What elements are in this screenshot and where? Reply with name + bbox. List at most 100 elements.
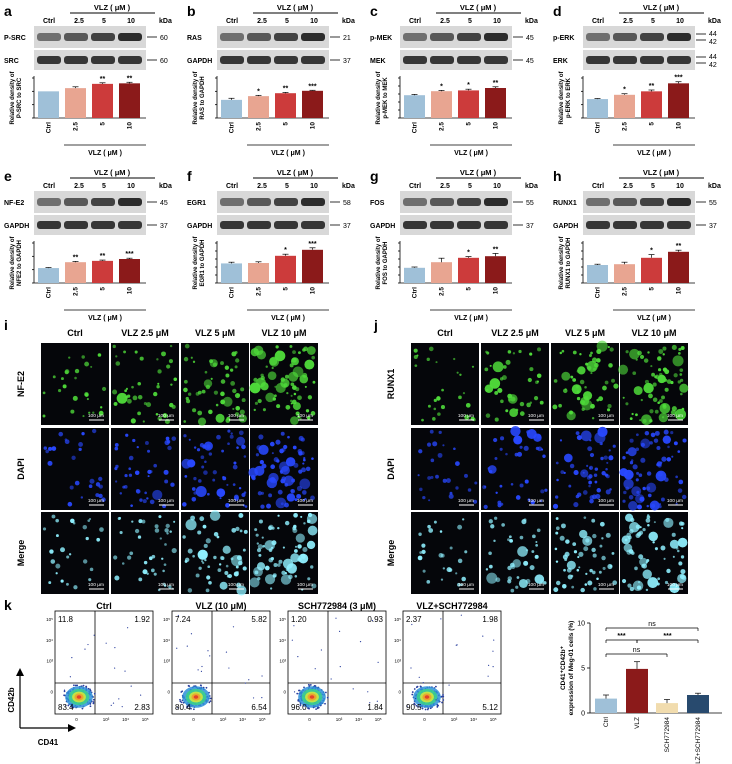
cell-spot <box>131 520 134 523</box>
cell-spot <box>571 585 575 589</box>
cell-spot <box>665 517 670 523</box>
mw-label: 55 <box>709 200 717 207</box>
cell-spot <box>51 446 57 451</box>
cell-spot <box>88 484 93 489</box>
cell-spot <box>278 559 283 564</box>
column-label: VLZ 5 μM <box>195 328 235 338</box>
flow-event <box>418 676 420 678</box>
flow-tick: 0 <box>50 689 53 694</box>
row-label: Merge <box>16 540 26 567</box>
flow-event <box>371 619 374 622</box>
cell-spot <box>669 582 680 594</box>
cell-spot <box>295 533 305 543</box>
blot-band <box>118 198 142 206</box>
cell-spot <box>438 553 444 558</box>
cell-spot <box>222 396 233 407</box>
cell-spot <box>647 351 650 354</box>
cell-spot <box>658 372 663 377</box>
cell-spot <box>268 493 273 498</box>
cell-spot <box>578 566 581 569</box>
cell-spot <box>88 578 92 582</box>
cell-spot <box>448 493 454 499</box>
cell-spot <box>289 344 293 348</box>
cell-spot <box>512 352 516 355</box>
flow-event <box>209 700 212 703</box>
mw-label: 42 <box>709 62 717 69</box>
cell-spot <box>679 378 684 382</box>
blot-band <box>640 221 664 229</box>
column-label: VLZ 10 μM <box>631 328 676 338</box>
quadrant-value: 11.8 <box>58 615 74 624</box>
cell-spot <box>113 401 118 406</box>
cell-spot <box>590 372 593 375</box>
cell-spot <box>449 491 453 495</box>
blot-band <box>430 221 454 229</box>
cell-spot <box>238 430 244 436</box>
cell-spot <box>576 369 580 373</box>
quadrant-value: 80.4 <box>175 703 191 712</box>
x-axis-title: VLZ ( μM ) <box>637 150 671 157</box>
cell-spot <box>235 526 240 531</box>
cell-spot <box>171 547 177 554</box>
flow-tick: 10⁴ <box>470 717 477 722</box>
panel-letter: e <box>4 168 12 184</box>
flow-event <box>179 698 181 701</box>
blot-band <box>457 33 481 41</box>
cell-spot <box>168 585 172 589</box>
cell-spot <box>60 579 64 583</box>
cell-spot <box>436 396 441 401</box>
cell-spot <box>73 585 78 590</box>
flow-title: SCH772984 (3 μM) <box>298 601 376 611</box>
cell-spot <box>207 492 210 496</box>
cell-spot <box>573 501 579 508</box>
cell-spot <box>166 364 171 369</box>
cell-spot <box>235 358 240 363</box>
column-label: VLZ 2.5 μM <box>491 328 539 338</box>
significance-label: * <box>467 250 470 257</box>
cell-spot <box>645 588 649 592</box>
lane-label: Ctrl <box>43 18 55 25</box>
cell-spot <box>295 411 300 416</box>
cell-spot <box>119 492 123 495</box>
cell-spot <box>298 435 304 441</box>
cell-spot <box>519 535 524 540</box>
x-axis-title: VLZ ( μM ) <box>88 150 122 157</box>
cell-spot <box>306 513 318 525</box>
category-label: Ctrl <box>412 287 419 298</box>
y-axis-label: P-SRC to SRC <box>17 77 23 118</box>
cell-spot <box>268 524 274 530</box>
quadrant-value: 1.92 <box>134 615 150 624</box>
cell-spot <box>45 449 49 454</box>
cell-spot <box>123 350 127 354</box>
blot-band <box>118 33 142 41</box>
flow-tick: 10³ <box>103 717 110 722</box>
cell-spot <box>657 356 662 361</box>
cell-spot <box>673 373 678 378</box>
cell-spot <box>542 454 546 458</box>
cell-spot <box>137 411 141 416</box>
y-axis-label: Relative density of <box>193 70 199 124</box>
cell-spot <box>193 446 197 449</box>
cell-spot <box>573 550 578 554</box>
cell-spot <box>125 395 128 399</box>
cell-spot <box>294 575 298 578</box>
cell-spot <box>188 438 191 441</box>
flow-event <box>376 700 378 702</box>
cell-spot <box>265 365 268 368</box>
cell-spot <box>589 452 595 458</box>
cell-spot <box>417 474 420 477</box>
cell-spot <box>530 500 534 505</box>
bar <box>614 264 635 283</box>
cell-spot <box>249 382 261 394</box>
blot-label: RUNX1 <box>553 200 577 207</box>
cell-spot <box>654 374 660 380</box>
cell-spot <box>605 474 610 479</box>
cell-spot <box>206 575 211 580</box>
scalebar-label: 100 μm <box>667 582 683 588</box>
flow-event <box>76 684 79 687</box>
bar <box>595 698 617 713</box>
cell-spot <box>134 470 140 476</box>
cell-spot <box>591 547 596 553</box>
cell-spot <box>535 544 538 547</box>
